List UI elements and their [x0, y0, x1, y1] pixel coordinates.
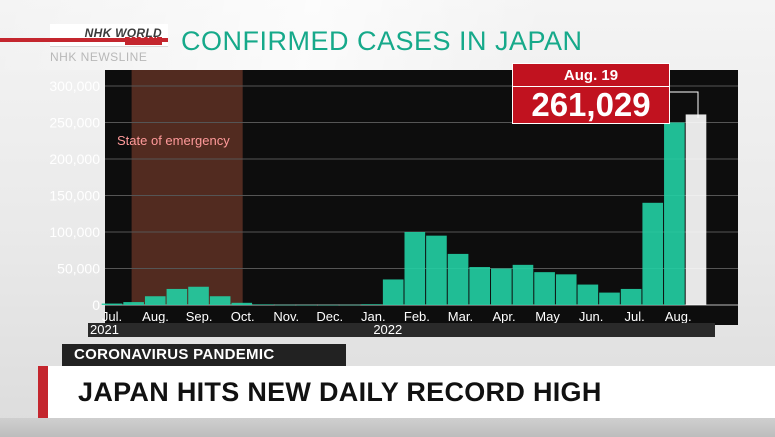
headline-box [48, 366, 775, 418]
x-tick-label: Apr. [492, 309, 515, 324]
x-tick-label: Jan. [361, 309, 386, 324]
subject-bar: CORONAVIRUS PANDEMIC [62, 344, 346, 366]
program-name: NHK NEWSLINE [50, 50, 148, 64]
cases-chart: State of emergency 0 50,000 100,000 150,000… [49, 70, 738, 337]
year-label: 2022 [373, 322, 402, 337]
callout-leader-line [668, 91, 699, 118]
callout-date: Aug. 19 [563, 67, 619, 84]
bar [144, 296, 166, 305]
bar [577, 284, 599, 305]
bar [404, 232, 426, 305]
year-label: 2021 [90, 322, 119, 337]
bar [101, 303, 123, 305]
chart-title: CONFIRMED CASES IN JAPAN [181, 26, 583, 56]
x-tick-label: Aug. [665, 309, 692, 324]
bar [188, 286, 209, 305]
y-tick-label: 150,000 [49, 188, 100, 204]
bar [231, 302, 253, 305]
y-tick-label: 300,000 [49, 78, 100, 94]
year-labels: 2021 2022 [90, 322, 402, 337]
bar [469, 267, 491, 305]
bar [512, 264, 534, 305]
bar [317, 304, 339, 306]
bar [296, 304, 317, 306]
year-strip [88, 323, 715, 337]
bar [555, 274, 577, 305]
bar [685, 114, 707, 306]
bar [274, 304, 296, 306]
bar [491, 268, 512, 305]
bar [620, 288, 642, 305]
bottom-stripe [0, 418, 775, 437]
y-tick-label: 50,000 [57, 261, 100, 277]
callout-divider [513, 86, 669, 87]
y-tick-label: 200,000 [49, 151, 100, 167]
record-callout: Aug. 19 261,029 [512, 63, 670, 124]
bar [447, 253, 469, 305]
bar [382, 279, 404, 305]
bar [642, 202, 664, 305]
x-tick-label: Dec. [316, 309, 343, 324]
bars-group [101, 114, 707, 306]
bar [339, 304, 361, 306]
x-tick-label: Jul. [102, 309, 122, 324]
headline-text: JAPAN HITS NEW DAILY RECORD HIGH [78, 377, 602, 407]
bar [426, 235, 447, 305]
y-tick-label: 100,000 [49, 224, 100, 240]
bar [599, 292, 620, 305]
bar [534, 272, 555, 305]
logo-brand-text: NHK WORLD [84, 26, 162, 40]
y-axis-ticks: 0 50,000 100,000 150,000 200,000 250,000 300,0… [49, 78, 100, 313]
x-tick-label: Mar. [448, 309, 473, 324]
x-tick-label: Jun. [579, 309, 604, 324]
emergency-band [131, 70, 243, 305]
x-tick-label: Nov. [273, 309, 299, 324]
x-tick-label: Jul. [625, 309, 645, 324]
x-tick-label: May [535, 309, 560, 324]
emergency-label: State of emergency [117, 133, 230, 148]
bar [664, 122, 685, 305]
x-tick-label: Sep. [186, 309, 213, 324]
bar [361, 304, 382, 305]
y-tick-label: 0 [92, 297, 100, 313]
x-axis-ticks: Jul. Aug. Sep. Oct. Nov. Dec. Jan. Feb. Mar. Apr.… [102, 309, 692, 324]
bar [166, 288, 188, 305]
x-tick-label: Oct. [231, 309, 255, 324]
bar [209, 296, 231, 305]
y-tick-label: 250,000 [49, 115, 100, 131]
bar [253, 304, 274, 305]
logo-red-line [0, 38, 168, 42]
callout-value: 261,029 [531, 86, 651, 123]
headline-accent [38, 366, 48, 418]
bar [123, 302, 144, 305]
x-tick-label: Feb. [404, 309, 430, 324]
x-tick-label: Aug. [142, 309, 169, 324]
